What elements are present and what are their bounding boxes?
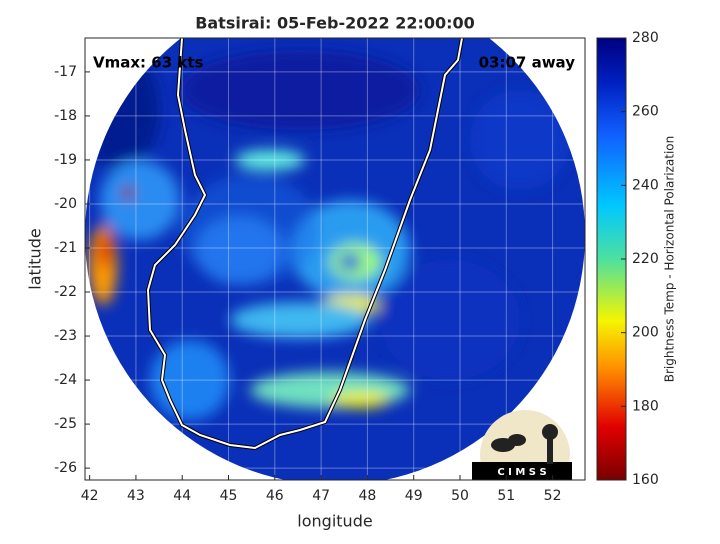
x-tick-label: 50 xyxy=(451,488,469,504)
colorbar-tick-label: 220 xyxy=(632,251,659,267)
coastline xyxy=(146,38,463,450)
x-tick-label: 46 xyxy=(266,488,284,504)
satellite-image xyxy=(85,38,585,480)
x-tick-label: 43 xyxy=(127,488,145,504)
logo: C I M S S xyxy=(472,410,572,480)
y-tick-label: -22 xyxy=(54,284,77,300)
title: Batsirai: 05-Feb-2022 22:00:00 xyxy=(195,14,475,33)
axes-frame xyxy=(84,37,586,481)
y-tick-label: -24 xyxy=(54,372,77,388)
x-tick-label: 49 xyxy=(405,488,423,504)
colorbar-tick-label: 280 xyxy=(632,30,659,46)
colorbar-tick-label: 180 xyxy=(632,398,659,414)
x-tick-label: 44 xyxy=(173,488,191,504)
x-tick-label: 47 xyxy=(312,488,330,504)
plot-area: C I M S S xyxy=(85,38,585,480)
colorbar-tick-label: 240 xyxy=(632,177,659,193)
colorbar-tick-label: 260 xyxy=(632,104,659,120)
x-axis-label: longitude xyxy=(297,512,372,531)
x-tick-label: 52 xyxy=(544,488,562,504)
x-tick-label: 51 xyxy=(497,488,515,504)
grid xyxy=(85,38,585,480)
colorbar-tick-label: 200 xyxy=(632,325,659,341)
x-tick-label: 45 xyxy=(220,488,238,504)
y-tick-label: -25 xyxy=(54,416,77,432)
y-tick-label: -21 xyxy=(54,240,77,256)
annotation-vmax: Vmax: 63 kts xyxy=(93,54,203,72)
colorbar-tick-label: 160 xyxy=(632,472,659,488)
x-tick-label: 42 xyxy=(81,488,99,504)
annotation-time: 03:07 away xyxy=(479,54,576,72)
x-tick-label: 48 xyxy=(358,488,376,504)
y-tick-label: -23 xyxy=(54,328,77,344)
y-tick-label: -17 xyxy=(54,64,77,80)
y-tick-label: -19 xyxy=(54,152,77,168)
colorbar-label: Brightness Temp - Horizontal Polarizatio… xyxy=(663,136,677,383)
y-tick-label: -18 xyxy=(54,108,77,124)
y-tick-label: -20 xyxy=(54,196,77,212)
y-tick-label: -26 xyxy=(54,460,77,476)
y-axis-label: latitude xyxy=(26,228,45,289)
logo-text: C I M S S xyxy=(497,467,546,478)
